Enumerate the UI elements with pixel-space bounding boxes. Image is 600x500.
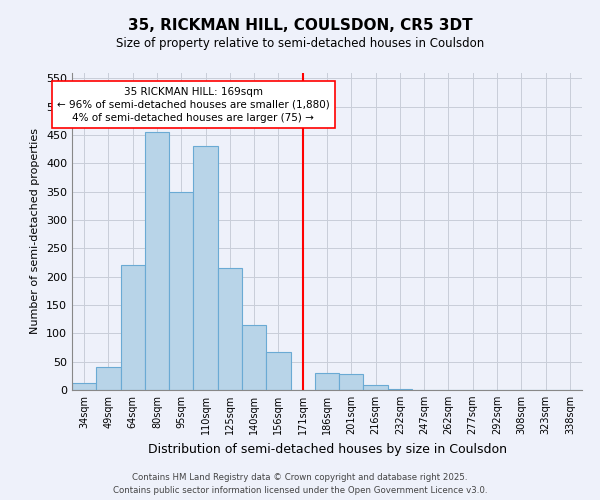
Y-axis label: Number of semi-detached properties: Number of semi-detached properties <box>31 128 40 334</box>
Bar <box>266 352 290 390</box>
Text: 35 RICKMAN HILL: 169sqm
← 96% of semi-detached houses are smaller (1,880)
4% of : 35 RICKMAN HILL: 169sqm ← 96% of semi-de… <box>57 86 330 123</box>
Bar <box>72 383 96 390</box>
Bar <box>96 368 121 390</box>
Bar <box>193 146 218 390</box>
Text: 35, RICKMAN HILL, COULSDON, CR5 3DT: 35, RICKMAN HILL, COULSDON, CR5 3DT <box>128 18 472 32</box>
Text: Size of property relative to semi-detached houses in Coulsdon: Size of property relative to semi-detach… <box>116 38 484 51</box>
Bar <box>388 389 412 390</box>
Bar <box>242 325 266 390</box>
Bar <box>169 192 193 390</box>
Bar <box>339 374 364 390</box>
X-axis label: Distribution of semi-detached houses by size in Coulsdon: Distribution of semi-detached houses by … <box>148 442 506 456</box>
Bar <box>121 266 145 390</box>
Bar <box>315 373 339 390</box>
Bar <box>364 386 388 390</box>
Bar <box>218 268 242 390</box>
Text: Contains HM Land Registry data © Crown copyright and database right 2025.
Contai: Contains HM Land Registry data © Crown c… <box>113 474 487 495</box>
Bar <box>145 132 169 390</box>
